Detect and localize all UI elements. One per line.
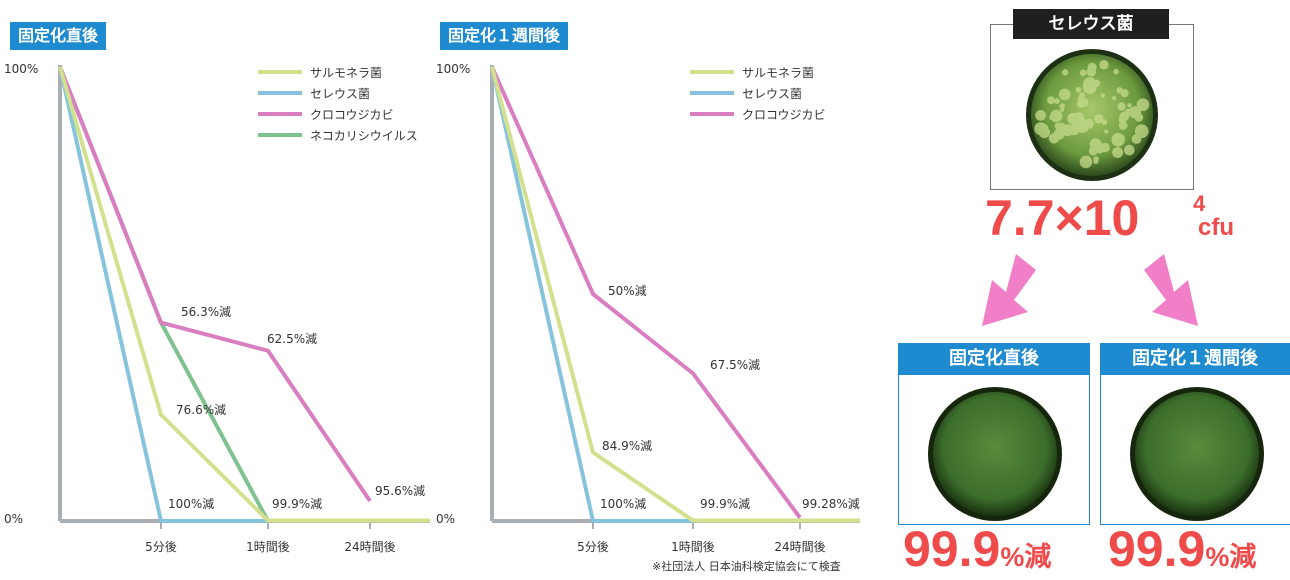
count-unit: cfu: [1198, 214, 1234, 241]
y-tick-label: 100%: [4, 62, 38, 76]
x-tick-label: 24時間後: [774, 540, 825, 554]
chart-title: 固定化１週間後: [440, 22, 569, 50]
legend-label: サルモネラ菌: [742, 66, 814, 80]
x-tick-label: 1時間後: [246, 540, 290, 554]
series-line: [58, 66, 268, 523]
data-label: 50%減: [608, 283, 647, 298]
data-label: 67.5%減: [710, 357, 760, 372]
data-label: 100%減: [600, 496, 646, 511]
arrow-down-left-icon: [982, 254, 1036, 326]
result-label-immediate: 固定化直後: [898, 343, 1090, 375]
x-tick-label: 5分後: [145, 540, 177, 554]
arrow-down-right-icon: [1144, 254, 1198, 326]
legend-label: セレウス菌: [310, 87, 370, 101]
footnote: ※社団法人 日本油科検定協会にて検査: [652, 560, 841, 573]
data-label: 76.6%減: [176, 402, 226, 417]
result-number: 99.9: [1108, 521, 1206, 577]
series-line: [490, 66, 802, 519]
petri-dish-colonies: [1026, 49, 1158, 181]
y-tick-label: 0%: [436, 512, 455, 526]
result-label-one-week: 固定化１週間後: [1100, 343, 1290, 375]
series-line: [490, 66, 693, 523]
result-unit: %減: [1205, 542, 1257, 572]
series-line: [58, 66, 270, 522]
chart-immediately-after: 固定化直後 5分後 1時間後 24時間後 100% 0% サルモネラ菌 セレウス菌クロコウジ…: [0, 0, 440, 576]
data-label: 99.9%減: [700, 496, 750, 511]
legend-label: ネコカリシウイルス: [310, 129, 418, 143]
count-base: 7.7×10: [985, 190, 1140, 246]
legend-label: サルモネラ菌: [310, 66, 382, 80]
initial-count: 7.7×10: [985, 190, 1139, 246]
x-tick-label: 1時間後: [671, 540, 715, 554]
petri-dish-clear: [928, 387, 1062, 521]
result-unit: %減: [1000, 542, 1052, 572]
data-label: 56.3%減: [181, 304, 231, 319]
legend-label: クロコウジカビ: [310, 108, 394, 122]
y-tick-label: 0%: [4, 512, 23, 526]
arrows: [982, 254, 1198, 326]
result-immediate: 99.9%減: [903, 522, 1051, 576]
data-label: 62.5%減: [267, 331, 317, 346]
chart-one-week-after: 固定化１週間後 5分後 1時間後 24時間後 100% 0% サルモネラ菌 セレウス菌クロコ…: [432, 0, 880, 576]
series-line: [58, 66, 430, 523]
chart-title: 固定化直後: [10, 22, 107, 50]
count-exponent: 4: [1193, 191, 1206, 216]
data-label: 99.9%減: [272, 496, 322, 511]
series-line: [490, 66, 860, 523]
chart-svg: 5分後 1時間後 24時間後 100% 0% サルモネラ菌セレウス菌クロコウジカビネコカリ…: [4, 62, 430, 554]
bacteria-label: セレウス菌: [1013, 9, 1169, 39]
x-tick-label: 5分後: [577, 540, 609, 554]
data-label: 95.6%減: [375, 483, 425, 498]
petri-dish-clear: [1130, 387, 1264, 521]
result-one-week: 99.9%減: [1108, 522, 1256, 576]
x-tick-label: 24時間後: [344, 540, 395, 554]
initial-dish-box: [990, 24, 1194, 190]
data-label: 99.28%減: [802, 496, 860, 511]
series-line: [58, 66, 372, 503]
data-label: 84.9%減: [602, 438, 652, 453]
legend-label: クロコウジカビ: [742, 108, 826, 122]
data-label: 100%減: [168, 496, 214, 511]
y-tick-label: 100%: [436, 62, 470, 76]
legend-label: セレウス菌: [742, 87, 802, 101]
result-number: 99.9: [903, 521, 1001, 577]
